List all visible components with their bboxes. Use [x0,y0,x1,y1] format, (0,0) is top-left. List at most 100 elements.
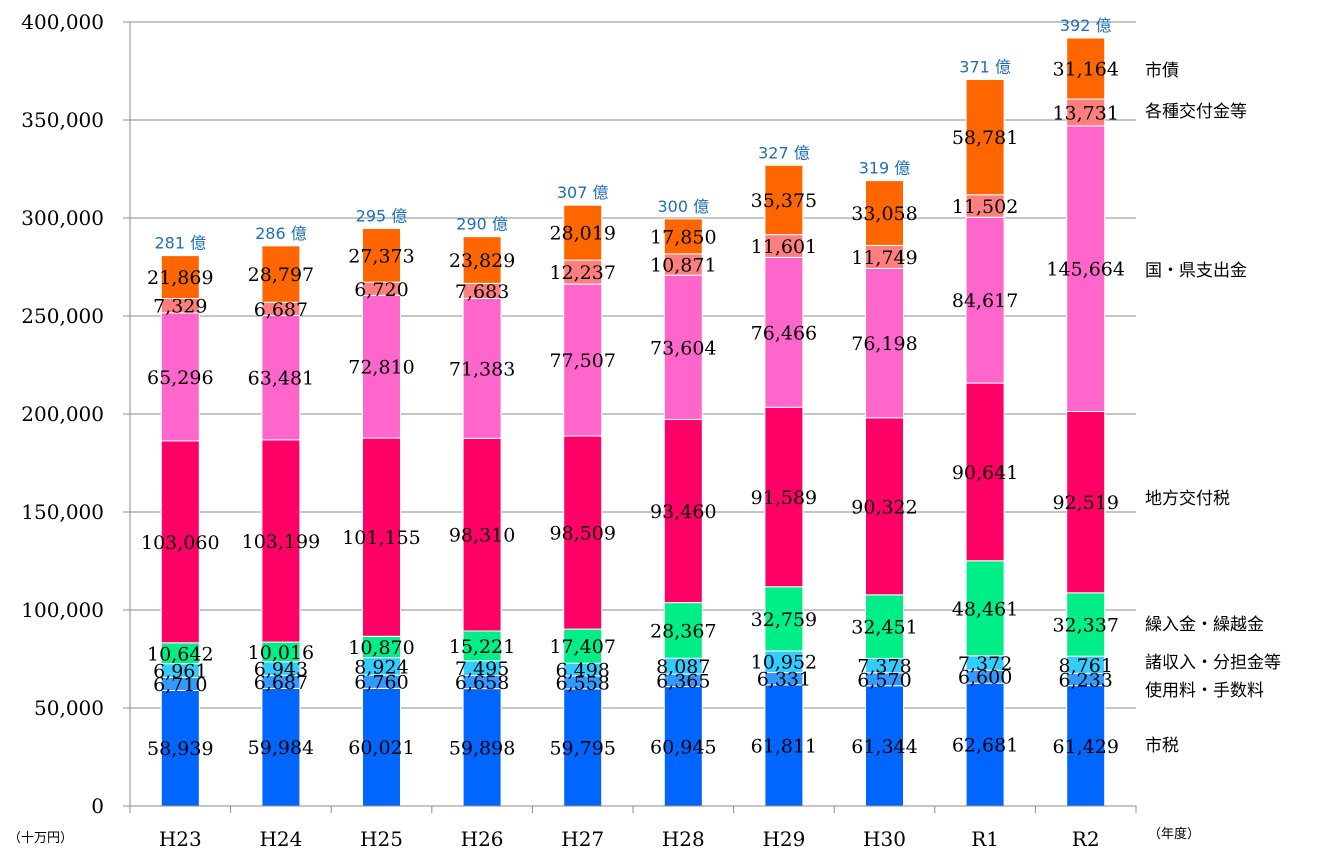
bar-segment [865,685,904,807]
data-label: 6,687 [254,299,308,321]
legend-entry: 各種交付金等 [1145,102,1247,122]
data-label: 32,759 [751,609,817,631]
data-label: 33,058 [851,203,917,225]
data-label: 84,617 [952,290,1018,312]
x-unit-label: （年度） [1148,826,1200,842]
bar-segment [462,236,502,284]
data-label: 8,087 [656,656,710,678]
bar-segment [362,687,401,807]
x-tick-label: H23 [159,827,202,851]
bar-segment [764,586,804,652]
bars [160,37,1106,807]
legend-entry: 市税 [1145,736,1179,756]
x-tick-label: H28 [662,827,705,851]
bar-segment [1066,125,1106,412]
data-label: 6,943 [254,659,308,681]
data-label: 10,016 [248,642,314,664]
bar-segment [764,684,804,807]
data-label: 90,322 [851,496,917,518]
bar-segment [1066,410,1106,594]
total-labels: 281 億 286 億 295 億 290 億 307 億 300 億 327 億 319 億… [154,16,1111,253]
data-label: 98,310 [449,525,515,547]
total-label: 327 億 [758,143,810,162]
data-label: 58,939 [147,738,213,760]
bar-segment [764,164,804,236]
total-label: 295 億 [356,207,408,226]
y-tick-label: 300,000 [21,206,104,230]
data-label: 28,367 [650,620,716,642]
data-label: 48,461 [952,598,1018,620]
bar-segment [965,79,1005,196]
data-label: 35,375 [751,190,817,212]
data-label: 61,344 [851,736,917,758]
x-tick-label: H27 [561,827,604,851]
data-label: 32,451 [851,617,917,639]
data-label: 10,642 [147,643,213,665]
data-label: 21,869 [147,267,213,289]
data-label: 7,683 [455,281,509,303]
bar-segment [261,439,301,643]
data-label: 11,502 [952,196,1018,218]
data-label: 73,604 [650,337,716,359]
data-label: 103,060 [141,532,220,554]
y-tick-label: 400,000 [21,10,104,34]
bar-segment [462,630,502,662]
data-label: 32,337 [1052,615,1118,637]
y-tick-label: 250,000 [21,304,104,328]
data-label: 91,589 [751,487,817,509]
bar-segment [362,294,401,439]
data-label: 28,019 [549,223,615,245]
data-label: 7,372 [958,653,1012,675]
bar-segment [261,687,301,807]
data-label: 6,760 [354,672,408,694]
data-label: 62,681 [952,735,1018,757]
total-label: 286 億 [255,224,307,243]
bar-segment [663,218,703,255]
data-label: 27,373 [348,245,414,267]
data-label: 61,429 [1052,736,1118,758]
legend-entry: 国・県支出金 [1145,261,1247,281]
bar-segment [865,267,904,419]
bar-segment [563,204,603,261]
x-tick-label: R2 [1072,827,1100,851]
legend-entry: 使用料・手数料 [1145,680,1264,701]
data-label: 23,829 [449,250,515,272]
data-label: 13,731 [1052,103,1118,125]
total-label: 300 億 [657,197,709,216]
bar-segment [764,406,804,588]
bar-segment [865,594,904,659]
data-label: 8,761 [1058,655,1112,677]
data-label: 58,781 [952,127,1018,149]
x-tick-label: H24 [259,827,302,851]
data-label: 6,365 [656,670,710,692]
bar-segment [1066,37,1106,100]
data-label: 93,460 [650,501,716,523]
data-label: 59,898 [449,737,515,759]
bar-segment [261,245,301,303]
data-label: 6,331 [757,669,811,691]
bar-segment [160,440,200,644]
y-tick-label: 0 [91,794,104,818]
data-label: 71,383 [449,358,515,380]
y-tick-label: 350,000 [21,108,104,132]
data-label: 92,519 [1052,492,1118,514]
x-tick-label: H26 [461,827,504,851]
bar-segment [663,602,703,659]
data-label: 60,945 [650,736,716,758]
bar-segment [1066,98,1106,127]
x-tick-label: H25 [360,827,403,851]
data-label: 6,570 [857,669,911,691]
data-label: 90,641 [952,462,1018,484]
data-label: 31,164 [1052,59,1118,81]
data-label: 76,466 [751,322,817,344]
bar-segment [160,312,200,442]
data-label: 103,199 [242,531,321,553]
total-label: 307 億 [557,183,609,202]
data-label: 61,811 [751,735,817,757]
data-label: 76,198 [851,333,917,355]
bar-segment [865,417,904,596]
data-label: 98,509 [549,523,615,545]
data-label: 6,600 [958,667,1012,689]
data-label: 145,664 [1046,259,1125,281]
data-label: 63,481 [248,368,314,390]
